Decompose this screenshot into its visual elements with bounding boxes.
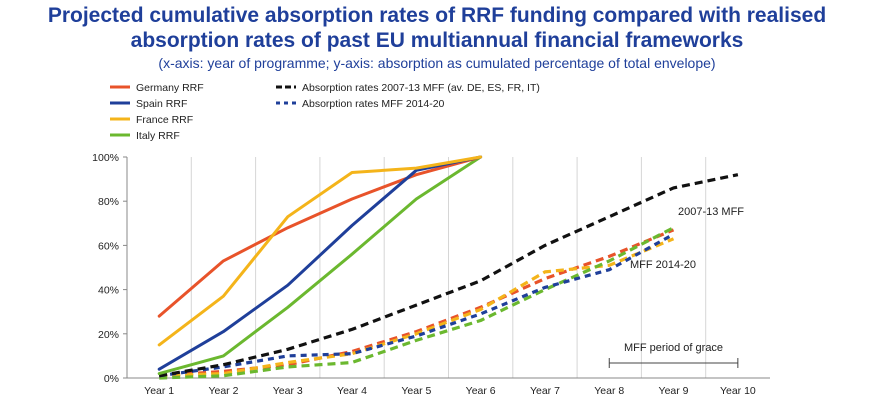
- series-line: [158, 232, 675, 378]
- series-line: [159, 228, 675, 378]
- annotations: 2007-13 MFF MFF 2014-20 MFF period of grac…: [608, 206, 744, 368]
- x-tick-label: Year 2: [208, 385, 238, 397]
- series-line: [157, 155, 483, 376]
- x-tick-label: Year 9: [659, 385, 689, 397]
- y-tick-label: 60%: [98, 240, 119, 252]
- y-tick-label: 40%: [98, 285, 119, 297]
- x-tick-label: Year 6: [466, 385, 496, 397]
- legend: Germany RRF Spain RRF France RRF Italy RRF A…: [110, 82, 540, 142]
- x-tick-label: Year 3: [273, 385, 303, 397]
- series-line: [157, 155, 483, 371]
- y-tick-label: 0%: [104, 373, 119, 385]
- legend-label: Absorption rates 2007-13 MFF (av. DE, ES…: [302, 82, 540, 94]
- chart-subtitle: (x-axis: year of programme; y-axis: abso…: [158, 55, 716, 71]
- grid: [190, 157, 707, 378]
- x-tick-label: Year 1: [144, 385, 174, 397]
- annotation-grace-period: MFF period of grace: [624, 342, 723, 354]
- axes: 0% 20% 40% 60% 80% 100% Year 1 Year 2 Year 3 Year…: [92, 152, 770, 397]
- legend-label: France RRF: [136, 114, 193, 126]
- legend-label: Absorption rates MFF 2014-20: [302, 98, 445, 110]
- x-tick-label: Year 8: [594, 385, 624, 397]
- series-line: [157, 155, 483, 318]
- annotation-2007-13-mff: 2007-13 MFF: [678, 206, 744, 218]
- legend-label: Germany RRF: [136, 82, 204, 94]
- series-line: [157, 155, 483, 347]
- legend-label: Spain RRF: [136, 98, 187, 110]
- chart-title-line1: Projected cumulative absorption rates of…: [47, 4, 827, 27]
- annotation-mff-2014-20: MFF 2014-20: [630, 259, 696, 271]
- series-line: [159, 237, 675, 378]
- x-tick-label: Year 10: [720, 385, 756, 397]
- series-line: [158, 173, 739, 378]
- y-tick-label: 100%: [92, 152, 119, 164]
- chart-title-line2: absorption rates of past EU multiannual …: [130, 29, 744, 52]
- y-tick-label: 20%: [98, 329, 119, 341]
- legend-label: Italy RRF: [136, 130, 180, 142]
- x-tick-label: Year 4: [337, 385, 367, 397]
- y-tick-label: 80%: [98, 196, 119, 208]
- x-tick-label: Year 5: [401, 385, 431, 397]
- x-tick-label: Year 7: [530, 385, 560, 397]
- series-line: [159, 226, 675, 380]
- series-layer: [157, 155, 739, 380]
